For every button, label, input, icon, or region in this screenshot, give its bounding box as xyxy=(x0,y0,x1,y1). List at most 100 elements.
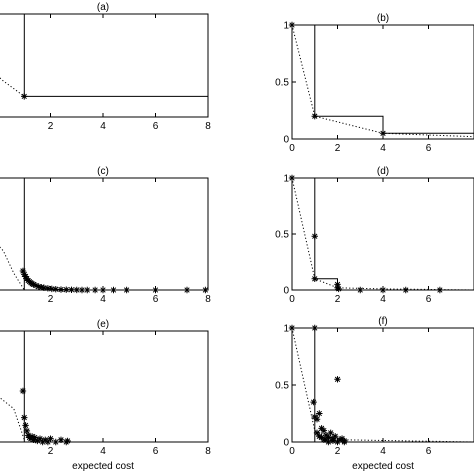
data-point xyxy=(91,286,99,294)
x-tick-label: 8 xyxy=(205,294,211,305)
data-point xyxy=(152,286,159,294)
y-tick-label: 0.5 xyxy=(275,381,289,392)
data-point xyxy=(30,436,37,443)
plot-area xyxy=(292,328,474,442)
dotted-curve xyxy=(0,77,25,97)
data-point xyxy=(73,286,80,294)
x-tick-label: 2 xyxy=(335,294,341,305)
data-point xyxy=(316,433,323,440)
plot-area xyxy=(292,25,474,138)
x-tick-label: 8 xyxy=(205,446,211,457)
data-point xyxy=(379,286,387,294)
x-tick-label: 6 xyxy=(426,294,432,305)
x-axis-label: expected cost xyxy=(352,461,414,472)
plot-area xyxy=(0,14,208,97)
y-tick-label: 1 xyxy=(283,21,289,32)
x-tick-label: 4 xyxy=(380,143,386,154)
data-point xyxy=(334,438,341,446)
plot-area xyxy=(0,178,208,290)
data-point xyxy=(40,284,48,291)
data-point xyxy=(78,286,86,294)
data-point xyxy=(31,434,38,441)
x-tick-label: 2 xyxy=(48,121,54,132)
data-point xyxy=(19,267,27,275)
dotted-curve xyxy=(0,397,25,440)
chart-panel-6: (f) 0 2 4 6 0 0.5 1 expected cost xyxy=(275,316,474,472)
data-point xyxy=(23,427,31,435)
data-point xyxy=(341,438,348,446)
data-point xyxy=(334,281,341,288)
data-point xyxy=(313,429,321,437)
data-point xyxy=(22,273,29,280)
x-tick-label: 4 xyxy=(100,446,106,457)
data-point xyxy=(316,410,323,417)
staircase-line xyxy=(314,328,474,442)
x-tick-label: 2 xyxy=(335,446,341,457)
x-tick-label: 0 xyxy=(289,143,295,154)
plot-frame xyxy=(0,177,209,291)
x-tick-label: 4 xyxy=(100,294,106,305)
data-point xyxy=(44,438,52,446)
staircase-line xyxy=(23,14,208,97)
data-point xyxy=(335,285,342,293)
data-point xyxy=(311,324,318,332)
x-tick-label: 6 xyxy=(153,294,159,305)
data-point xyxy=(52,438,59,446)
data-point xyxy=(99,286,107,294)
x-tick-label: 4 xyxy=(380,294,386,305)
panel-title: (c) xyxy=(97,166,109,177)
chart-panel-4: (d) 0 2 4 6 0 0.5 1 xyxy=(275,166,474,305)
data-point xyxy=(34,437,41,445)
dotted-curve xyxy=(292,328,474,442)
x-tick-label: 0 xyxy=(289,294,295,305)
data-point xyxy=(183,286,191,294)
data-point xyxy=(52,286,59,293)
data-point xyxy=(332,433,339,440)
plot-frame xyxy=(0,330,209,443)
plot-frame xyxy=(0,13,209,118)
data-point xyxy=(311,233,318,240)
data-point xyxy=(38,284,45,291)
data-point xyxy=(436,286,444,294)
data-point xyxy=(123,286,130,294)
panel-title: (b) xyxy=(377,13,389,24)
data-point xyxy=(313,416,321,423)
plot-frame xyxy=(291,177,474,291)
x-tick-label: 6 xyxy=(153,121,159,132)
data-point xyxy=(320,427,328,434)
x-tick-label: 6 xyxy=(426,446,432,457)
x-tick-label: 4 xyxy=(380,446,386,457)
dotted-curve xyxy=(292,178,474,290)
data-point xyxy=(68,286,75,293)
data-point xyxy=(22,422,29,429)
data-point xyxy=(322,436,330,443)
x-tick-label: 2 xyxy=(335,143,341,154)
chart-panel-2: (b) 0 2 4 6 0 0.5 1 xyxy=(275,13,474,154)
data-point xyxy=(327,429,334,437)
data-point xyxy=(35,283,42,290)
x-tick-label: 6 xyxy=(426,143,432,154)
data-point xyxy=(28,433,36,440)
data-point xyxy=(32,282,40,289)
y-tick-label: 0 xyxy=(283,135,289,146)
plot-frame xyxy=(291,327,474,443)
data-point xyxy=(27,435,35,442)
panel-title: (d) xyxy=(377,166,389,177)
y-tick-label: 1 xyxy=(283,324,289,335)
data-point xyxy=(84,286,91,294)
data-point xyxy=(28,280,36,288)
data-point xyxy=(311,275,318,282)
plot-area xyxy=(292,178,474,290)
x-axis-label: expected cost xyxy=(72,461,134,472)
data-point xyxy=(318,434,325,441)
data-point xyxy=(36,435,44,442)
data-point xyxy=(30,281,37,288)
data-point xyxy=(42,436,49,443)
data-point xyxy=(39,438,46,446)
staircase-line xyxy=(23,178,208,290)
x-tick-label: 6 xyxy=(153,446,159,457)
panel-title: (e) xyxy=(97,319,109,330)
data-point xyxy=(24,432,32,439)
y-tick-label: 1 xyxy=(283,174,289,185)
data-point xyxy=(288,174,296,182)
